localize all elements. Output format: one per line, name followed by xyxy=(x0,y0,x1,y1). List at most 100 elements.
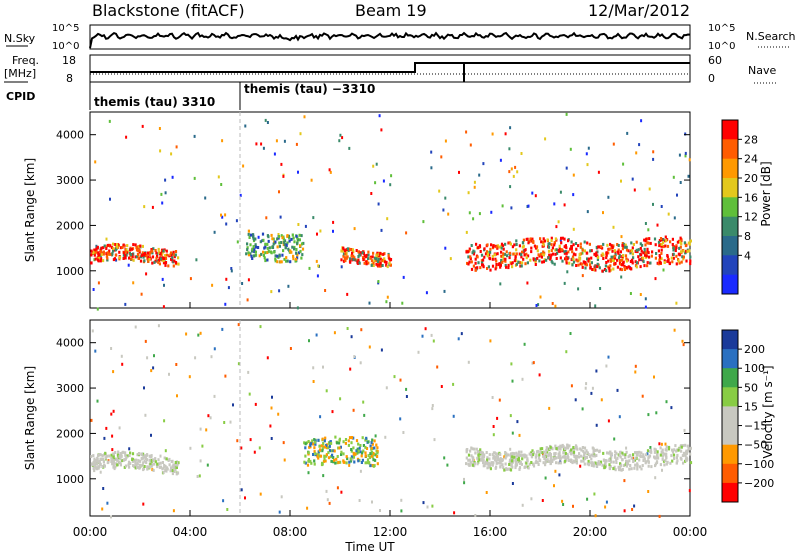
echo-cell xyxy=(342,259,346,263)
echo-cell xyxy=(683,241,686,245)
echo-cell xyxy=(574,253,577,257)
echo-cell xyxy=(310,461,313,465)
speckle-cell xyxy=(278,510,281,514)
echo-cell xyxy=(518,252,521,256)
echo-cell xyxy=(687,448,690,452)
echo-cell xyxy=(376,455,379,458)
freq-tick-top: 18 xyxy=(62,54,76,67)
echo-cell xyxy=(658,258,661,262)
echo-cell xyxy=(350,449,353,453)
speckle-cell xyxy=(400,498,403,502)
echo-cell xyxy=(276,237,279,241)
colorbar-segment xyxy=(722,463,738,484)
echo-cell xyxy=(119,452,122,455)
speckle-cell xyxy=(384,435,387,439)
echo-cell xyxy=(605,251,608,255)
colorbar-segment xyxy=(722,236,738,256)
speckle-cell xyxy=(221,139,224,143)
echo-cell xyxy=(497,461,500,465)
speckle-cell xyxy=(491,132,494,136)
echo-cell xyxy=(359,444,362,447)
speckle-cell xyxy=(240,446,243,450)
echo-cell xyxy=(274,254,277,258)
speckle-cell xyxy=(146,356,149,360)
x-tick-label: 20:00 xyxy=(573,525,608,539)
echo-cell xyxy=(614,453,617,457)
echo-cell xyxy=(614,262,617,265)
echo-cell xyxy=(534,263,537,266)
echo-cell xyxy=(539,450,542,454)
speckle-cell xyxy=(111,434,114,438)
echo-cell xyxy=(323,439,326,443)
echo-cell xyxy=(254,253,258,257)
speckle-cell xyxy=(623,479,626,483)
echo-cell xyxy=(465,462,468,466)
echo-cell xyxy=(557,455,560,459)
echo-cell xyxy=(631,249,634,252)
speckle-cell xyxy=(237,362,240,366)
echo-cell xyxy=(118,455,121,458)
echo-cell xyxy=(322,459,326,463)
echo-cell xyxy=(645,254,648,258)
echo-cell xyxy=(504,456,507,460)
speckle-cell xyxy=(159,454,162,458)
echo-cell xyxy=(375,443,378,447)
echo-cell xyxy=(491,257,494,261)
echo-cell xyxy=(248,236,251,239)
speckle-cell xyxy=(164,178,167,182)
echo-cell xyxy=(511,261,514,265)
echo-cell xyxy=(677,448,680,452)
echo-cell xyxy=(307,459,310,463)
echo-cell xyxy=(523,248,526,252)
echo-cell xyxy=(253,254,256,258)
echo-cell xyxy=(374,458,377,462)
echo-cell xyxy=(476,246,479,250)
echo-cell xyxy=(112,258,115,262)
echo-cell xyxy=(128,465,131,469)
echo-cell xyxy=(358,446,361,450)
speckle-cell xyxy=(597,170,600,174)
speckle-cell xyxy=(622,162,625,166)
echo-cell xyxy=(523,453,526,457)
echo-cell xyxy=(347,439,350,443)
echo-cell xyxy=(621,458,624,462)
echo-cell xyxy=(162,466,165,470)
echo-cell xyxy=(171,465,174,469)
speckle-cell xyxy=(558,473,561,477)
echo-cell xyxy=(648,237,651,241)
echo-cell xyxy=(272,237,275,241)
echo-cell xyxy=(162,249,165,253)
echo-cell xyxy=(557,249,560,253)
echo-cell xyxy=(659,237,663,240)
echo-cell xyxy=(578,256,581,260)
echo-cell xyxy=(660,243,663,246)
echo-cell xyxy=(151,261,154,265)
echo-cell xyxy=(594,264,597,268)
echo-cell xyxy=(480,450,483,454)
speckle-cell xyxy=(501,204,504,208)
speckle-cell xyxy=(658,442,661,446)
echo-cell xyxy=(350,455,353,459)
echo-cell xyxy=(496,452,499,456)
speckle-cell xyxy=(382,179,385,183)
echo-cell xyxy=(307,440,310,443)
speckle-cell xyxy=(161,277,164,281)
echo-cell xyxy=(495,461,498,465)
echo-cell xyxy=(689,446,692,450)
echo-cell xyxy=(467,262,470,266)
echo-cell xyxy=(168,463,171,467)
echo-cell xyxy=(103,244,106,248)
echo-cell xyxy=(662,459,666,463)
echo-cell xyxy=(378,263,381,267)
echo-cell xyxy=(176,461,179,465)
echo-cell xyxy=(284,246,287,250)
echo-cell xyxy=(567,446,570,450)
echo-cell xyxy=(471,447,474,451)
speckle-cell xyxy=(523,342,526,346)
echo-cell xyxy=(268,246,271,250)
echo-cell xyxy=(266,251,269,254)
echo-cell xyxy=(675,456,678,460)
echo-cell xyxy=(678,261,681,265)
echo-cell xyxy=(580,448,583,452)
